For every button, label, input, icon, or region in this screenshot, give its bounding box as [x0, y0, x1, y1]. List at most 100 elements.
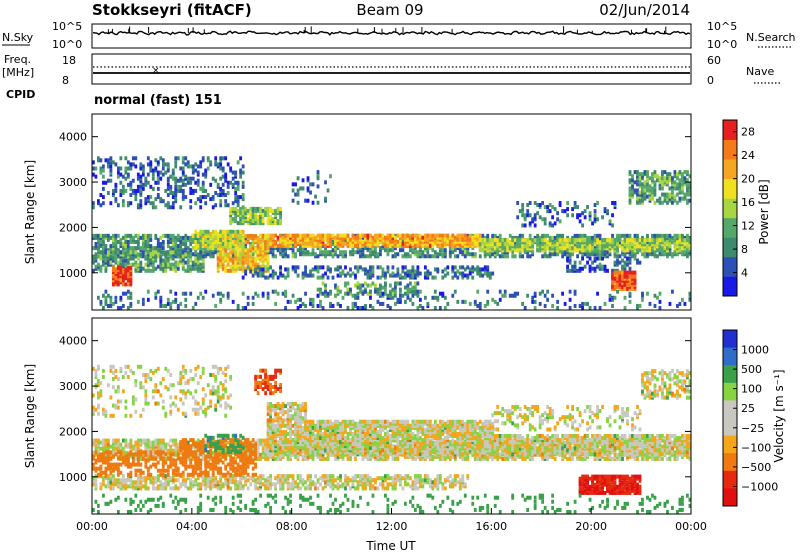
range-gate-cell: [349, 241, 352, 246]
range-gate-cell: [304, 273, 307, 278]
range-gate-cell: [651, 242, 654, 247]
range-gate-cell: [284, 235, 287, 240]
range-gate-cell: [491, 252, 495, 257]
range-gate-cell: [436, 237, 440, 242]
range-gate-cell: [106, 438, 110, 443]
range-gate-cell: [119, 156, 123, 161]
range-gate-cell: [334, 237, 337, 242]
range-gate-cell: [229, 244, 233, 249]
range-gate-cell: [356, 267, 360, 272]
range-gate-cell: [563, 252, 567, 257]
range-gate-cell: [633, 278, 637, 283]
range-gate-cell: [451, 293, 455, 298]
range-gate-cell: [596, 240, 599, 245]
range-gate-cell: [374, 250, 377, 255]
range-gate-cell: [573, 246, 577, 251]
range-gate-cell: [226, 291, 230, 296]
range-gate-cell: [339, 233, 342, 238]
range-gate-cell: [463, 246, 467, 251]
range-gate-cell: [391, 241, 395, 246]
range-gate-cell: [216, 258, 220, 263]
range-gate-cell: [144, 256, 148, 261]
range-gate-cell: [618, 278, 622, 283]
range-gate-cell: [398, 289, 402, 294]
range-gate-cell: [643, 194, 647, 199]
range-gate-cell: [408, 237, 412, 242]
range-gate-cell: [194, 301, 198, 306]
range-gate-cell: [641, 198, 644, 203]
range-gate-cell: [456, 237, 460, 242]
range-gate-cell: [356, 285, 360, 290]
range-gate-cell: [326, 293, 330, 298]
range-gate-cell: [688, 248, 692, 253]
range-gate-cell: [528, 223, 532, 228]
range-gate-cell: [189, 164, 193, 169]
range-gate-cell: [109, 444, 113, 449]
range-gate-cell: [136, 242, 140, 247]
range-gate-cell: [174, 297, 178, 302]
range-gate-cell: [126, 260, 130, 265]
range-gate-cell: [306, 178, 310, 183]
range-gate-cell: [101, 248, 105, 253]
range-gate-cell: [678, 242, 682, 247]
range-gate-cell: [209, 182, 213, 187]
velocity-cells: [92, 364, 692, 514]
range-gate-cell: [618, 242, 622, 247]
range-gate-cell: [456, 239, 460, 244]
range-gate-cell: [406, 243, 410, 248]
range-gate-cell: [221, 231, 225, 236]
range-gate-cell: [106, 262, 110, 267]
range-gate-cell: [391, 254, 395, 259]
range-gate-cell: [411, 293, 415, 298]
range-gate-cell: [403, 237, 407, 242]
range-gate-cell: [408, 248, 412, 253]
range-gate-cell: [221, 188, 225, 193]
range-gate-cell: [673, 182, 677, 187]
range-gate-cell: [423, 237, 427, 242]
range-gate-cell: [231, 219, 235, 224]
range-gate-cell: [181, 237, 185, 242]
range-gate-cell: [194, 162, 198, 167]
range-gate-cell: [204, 252, 208, 257]
range-gate-cell: [301, 186, 305, 191]
range-gate-cell: [234, 186, 238, 191]
range-gate-cell: [104, 295, 108, 300]
range-gate-cell: [161, 440, 165, 445]
range-gate-cell: [408, 239, 412, 244]
range-gate-cell: [301, 235, 305, 240]
range-gate-cell: [251, 258, 255, 263]
range-gate-cell: [169, 237, 173, 242]
range-gate-cell: [598, 240, 602, 245]
range-gate-cell: [601, 215, 604, 220]
range-gate-cell: [129, 270, 133, 275]
range-gate-cell: [339, 271, 342, 276]
range-gate-cell: [638, 240, 642, 245]
range-gate-cell: [176, 178, 180, 183]
range-gate-cell: [126, 246, 130, 251]
range-gate-cell: [224, 172, 228, 177]
range-gate-cell: [219, 166, 223, 171]
range-gate-cell: [231, 217, 235, 222]
range-gate-cell: [106, 190, 110, 195]
range-gate-cell: [261, 293, 265, 298]
range-gate-cell: [151, 256, 155, 261]
range-gate-cell: [151, 250, 155, 255]
range-gate-cell: [463, 241, 467, 246]
range-gate-cell: [521, 240, 525, 245]
range-gate-cell: [661, 238, 664, 243]
range-gate-cell: [121, 303, 125, 308]
range-gate-cell: [291, 265, 295, 270]
range-gate-cell: [269, 221, 272, 226]
range-gate-cell: [261, 244, 265, 249]
range-gate-cell: [124, 244, 128, 249]
range-gate-cell: [379, 246, 382, 251]
range-gate-cell: [618, 254, 622, 259]
range-gate-cell: [361, 289, 365, 294]
range-gate-cell: [568, 289, 572, 294]
range-gate-cell: [156, 252, 160, 257]
range-gate-cell: [121, 256, 125, 261]
range-gate-cell: [501, 238, 505, 243]
range-gate-cell: [284, 306, 287, 310]
range-gate-cell: [171, 246, 175, 251]
